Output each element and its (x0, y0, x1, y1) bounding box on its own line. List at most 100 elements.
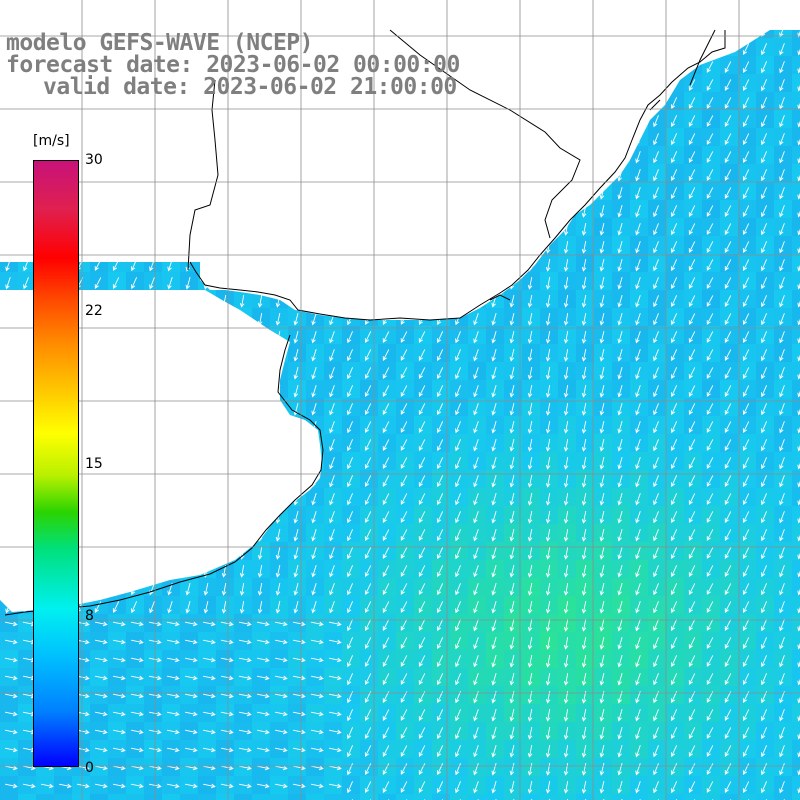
wind-arrow (635, 493, 641, 506)
wind-arrow (724, 295, 732, 307)
field-cell (594, 794, 613, 800)
wind-arrow (742, 367, 750, 380)
wind-arrow (599, 259, 605, 272)
wind-arrow (688, 403, 696, 415)
wind-arrow (670, 673, 678, 686)
wind-arrow (797, 534, 800, 542)
wind-arrow (382, 673, 390, 685)
wind-arrow (257, 564, 263, 578)
wind-arrow (670, 421, 678, 434)
wind-arrow (418, 655, 426, 667)
wind-arrow (491, 727, 497, 740)
wind-arrow (545, 672, 551, 686)
field-cell (378, 794, 397, 800)
wind-arrow (599, 475, 605, 488)
wind-arrow (76, 765, 90, 771)
wind-arrow (653, 529, 659, 542)
wind-arrow (130, 765, 144, 771)
wind-arrow (166, 729, 180, 735)
wind-arrow (706, 61, 714, 73)
wind-arrow (311, 313, 317, 326)
colorbar (33, 160, 79, 767)
wind-arrow (635, 223, 641, 236)
field-cell (702, 794, 721, 800)
field-cell (216, 794, 235, 800)
wind-arrow (527, 618, 533, 632)
wind-arrow (473, 763, 479, 776)
wind-arrow (563, 492, 569, 506)
wind-arrow (653, 349, 659, 362)
wind-arrow (293, 313, 299, 326)
wind-arrow (455, 583, 461, 596)
valid-date: valid date: 2023-06-02 21:00:00 (43, 74, 457, 100)
wind-arrow (418, 763, 426, 775)
wind-arrow (797, 750, 800, 758)
wind-arrow (509, 781, 515, 794)
wind-arrow (274, 783, 288, 789)
wind-arrow (527, 654, 533, 668)
wind-arrow (653, 763, 659, 776)
wind-arrow (4, 639, 18, 645)
wind-arrow (509, 295, 515, 308)
wind-arrow (724, 583, 732, 595)
wind-arrow (238, 693, 252, 699)
wind-arrow (617, 673, 623, 686)
wind-arrow (275, 600, 281, 614)
wind-arrow (184, 765, 198, 771)
wind-arrow (742, 439, 750, 452)
wind-arrow (779, 529, 785, 542)
wind-arrow (112, 747, 126, 753)
wind-arrow (742, 583, 750, 596)
wind-arrow (94, 639, 108, 645)
wind-arrow (563, 618, 569, 632)
wind-arrow (670, 241, 678, 254)
wind-arrow (256, 693, 270, 699)
wind-arrow (670, 403, 678, 416)
wind-arrow (706, 295, 714, 307)
wind-arrow (400, 403, 408, 415)
wind-arrow (653, 745, 659, 758)
wind-arrow (76, 729, 90, 735)
wind-arrow (545, 492, 551, 506)
wind-arrow (292, 747, 306, 753)
field-cell (792, 344, 800, 363)
wind-arrow (509, 457, 515, 470)
wind-arrow (364, 493, 372, 506)
wind-arrow (311, 547, 317, 560)
wind-arrow (418, 781, 426, 793)
wind-arrow (418, 475, 426, 487)
wind-arrow (724, 727, 732, 739)
wind-arrow (40, 783, 54, 789)
wind-arrow (23, 277, 29, 290)
wind-arrow (310, 729, 324, 735)
wind-arrow (275, 528, 281, 542)
wind-arrow (617, 295, 623, 308)
wind-arrow (724, 133, 732, 145)
wind-arrow (653, 115, 659, 128)
wind-arrow (418, 637, 426, 649)
wind-arrow (256, 783, 270, 789)
wind-arrow (364, 421, 372, 434)
wind-arrow (509, 637, 515, 650)
wind-arrow (706, 439, 714, 451)
wind-arrow (599, 529, 605, 542)
wind-arrow (400, 331, 408, 343)
wind-arrow (779, 421, 785, 434)
wind-arrow (688, 745, 696, 757)
wind-arrow (563, 438, 569, 452)
wind-arrow (364, 367, 372, 380)
wind-arrow (545, 564, 551, 578)
wind-arrow (599, 583, 605, 596)
wind-arrow (724, 511, 732, 523)
wind-arrow (527, 708, 533, 722)
wind-arrow (112, 693, 126, 699)
wind-arrow (527, 528, 533, 542)
field-cell (792, 686, 800, 705)
wind-arrow (742, 259, 750, 272)
wind-arrow (491, 619, 497, 632)
wind-arrow (347, 367, 354, 380)
wind-arrow (581, 222, 587, 236)
wind-arrow (706, 313, 714, 325)
field-cell (792, 488, 800, 507)
wind-arrow (257, 294, 263, 308)
